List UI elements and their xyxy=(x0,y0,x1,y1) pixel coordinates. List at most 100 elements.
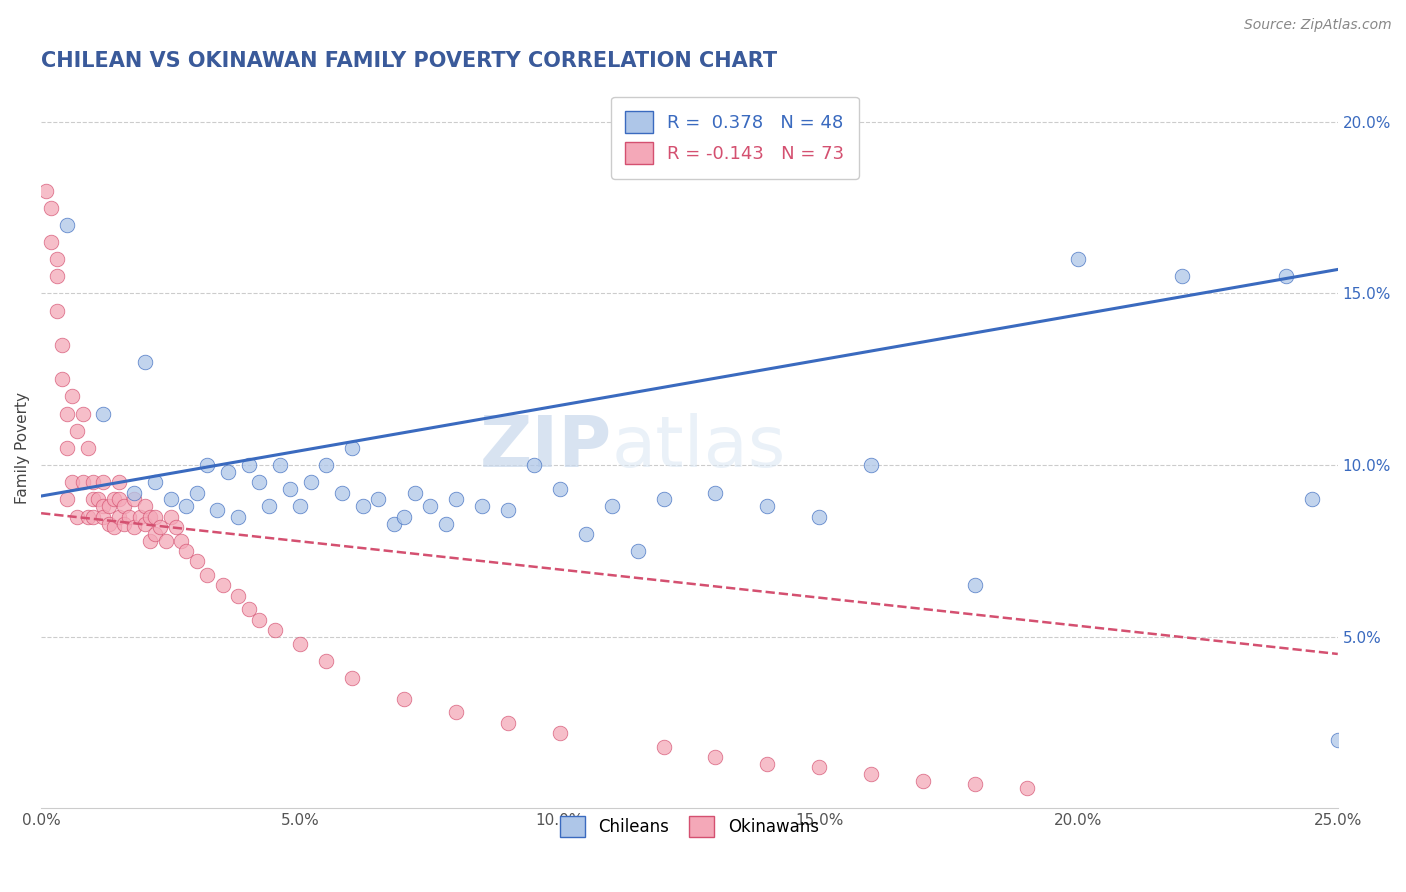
Point xyxy=(45,252,67,267)
Point xyxy=(238,602,260,616)
Point xyxy=(315,654,337,668)
Point xyxy=(176,500,198,514)
Text: Source: ZipAtlas.com: Source: ZipAtlas.com xyxy=(1244,18,1392,32)
Point xyxy=(72,407,94,421)
Point xyxy=(82,509,104,524)
Point xyxy=(118,509,141,524)
Point xyxy=(159,509,181,524)
Point xyxy=(93,509,115,524)
Text: ZIP: ZIP xyxy=(479,414,612,483)
Point xyxy=(128,509,150,524)
Point xyxy=(134,355,156,369)
Point xyxy=(207,502,229,516)
Point xyxy=(471,500,494,514)
Point xyxy=(108,475,131,490)
Point xyxy=(404,485,426,500)
Point xyxy=(56,407,79,421)
Point xyxy=(124,520,146,534)
Point xyxy=(1275,269,1298,284)
Point xyxy=(299,475,322,490)
Point xyxy=(155,533,177,548)
Point xyxy=(51,372,73,386)
Point xyxy=(112,516,135,531)
Point xyxy=(704,485,727,500)
Point xyxy=(963,578,986,592)
Point xyxy=(56,218,79,232)
Point xyxy=(263,623,285,637)
Point xyxy=(652,739,675,754)
Point xyxy=(87,492,110,507)
Legend: Chileans, Okinawans: Chileans, Okinawans xyxy=(554,810,825,843)
Text: atlas: atlas xyxy=(612,414,786,483)
Point xyxy=(226,589,249,603)
Point xyxy=(600,500,623,514)
Point xyxy=(911,774,934,789)
Point xyxy=(108,509,131,524)
Point xyxy=(1067,252,1090,267)
Point xyxy=(93,407,115,421)
Point xyxy=(149,520,172,534)
Point xyxy=(548,482,571,496)
Point xyxy=(72,475,94,490)
Point xyxy=(756,500,779,514)
Point xyxy=(45,303,67,318)
Point xyxy=(756,756,779,771)
Point xyxy=(97,516,120,531)
Point xyxy=(60,389,83,403)
Point xyxy=(60,475,83,490)
Point xyxy=(226,509,249,524)
Point xyxy=(124,485,146,500)
Point xyxy=(575,526,598,541)
Point xyxy=(808,509,831,524)
Point xyxy=(186,554,208,568)
Point xyxy=(143,475,166,490)
Point xyxy=(704,750,727,764)
Point xyxy=(1326,732,1348,747)
Point xyxy=(247,613,270,627)
Point xyxy=(342,671,364,685)
Point xyxy=(352,500,374,514)
Point xyxy=(217,465,239,479)
Point xyxy=(66,509,89,524)
Point xyxy=(1301,492,1323,507)
Point xyxy=(1171,269,1194,284)
Point xyxy=(859,767,882,781)
Point xyxy=(56,492,79,507)
Point xyxy=(278,482,301,496)
Point xyxy=(159,492,181,507)
Point xyxy=(45,269,67,284)
Point xyxy=(66,424,89,438)
Point xyxy=(76,441,98,455)
Point xyxy=(35,184,58,198)
Point xyxy=(496,502,519,516)
Point xyxy=(444,706,467,720)
Point xyxy=(195,568,218,582)
Point xyxy=(392,691,415,706)
Point xyxy=(259,500,281,514)
Point xyxy=(186,485,208,500)
Point xyxy=(211,578,233,592)
Point xyxy=(124,492,146,507)
Point xyxy=(290,637,312,651)
Y-axis label: Family Poverty: Family Poverty xyxy=(15,392,30,504)
Point xyxy=(269,458,291,472)
Point xyxy=(97,500,120,514)
Point xyxy=(139,509,162,524)
Point xyxy=(103,492,125,507)
Point xyxy=(139,533,162,548)
Point xyxy=(392,509,415,524)
Point xyxy=(112,500,135,514)
Point xyxy=(419,500,441,514)
Point xyxy=(143,509,166,524)
Point xyxy=(56,441,79,455)
Point xyxy=(134,500,156,514)
Point xyxy=(134,516,156,531)
Point xyxy=(170,533,193,548)
Point xyxy=(548,726,571,740)
Text: CHILEAN VS OKINAWAN FAMILY POVERTY CORRELATION CHART: CHILEAN VS OKINAWAN FAMILY POVERTY CORRE… xyxy=(41,51,778,70)
Point xyxy=(315,458,337,472)
Point xyxy=(367,492,389,507)
Point xyxy=(82,492,104,507)
Point xyxy=(76,509,98,524)
Point xyxy=(859,458,882,472)
